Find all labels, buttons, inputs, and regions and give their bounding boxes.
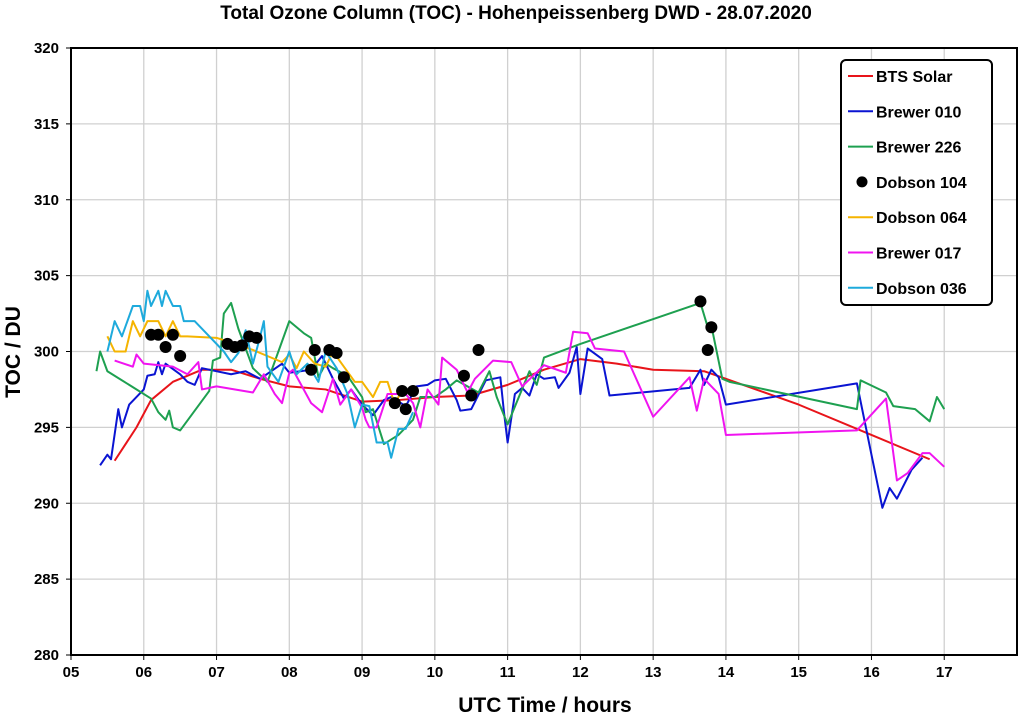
data-point-dobson-104 — [388, 397, 401, 410]
legend-label-dobson-104: Dobson 104 — [876, 175, 967, 192]
legend-label-brewer-226: Brewer 226 — [876, 140, 961, 157]
data-point-dobson-104 — [407, 384, 420, 397]
legend-label-brewer-017: Brewer 017 — [876, 246, 961, 263]
data-point-dobson-104 — [705, 321, 718, 334]
x-tick-label: 07 — [208, 664, 225, 681]
data-point-dobson-104 — [305, 363, 318, 376]
x-tick-label: 16 — [863, 664, 880, 681]
series-layer — [95, 289, 946, 509]
x-tick-label: 14 — [718, 664, 735, 681]
y-tick-label: 300 — [34, 344, 59, 361]
data-point-dobson-104 — [694, 295, 707, 308]
series-line-brewer-226 — [95, 301, 946, 446]
data-point-dobson-104 — [465, 389, 478, 402]
data-point-dobson-104 — [250, 331, 263, 344]
y-tick-label: 310 — [34, 192, 59, 209]
y-axis-label: TOC / DU — [2, 306, 25, 398]
x-tick-label: 11 — [500, 664, 516, 681]
legend-label-bts-solar: BTS Solar — [876, 69, 952, 86]
y-tick-label: 295 — [34, 419, 59, 436]
data-point-dobson-104 — [472, 343, 485, 356]
data-point-dobson-104 — [330, 347, 343, 360]
data-point-dobson-104 — [166, 328, 179, 341]
x-tick-label: 10 — [427, 664, 444, 681]
series-line-bts-solar — [113, 358, 931, 462]
series-line-dobson-036 — [106, 289, 414, 459]
x-tick-label: 15 — [790, 664, 807, 681]
legend: BTS Solar Brewer 010 Brewer 226 Dobson 104 D… — [840, 59, 993, 306]
legend-label-dobson-064: Dobson 064 — [876, 210, 967, 227]
x-tick-label: 13 — [645, 664, 662, 681]
data-point-dobson-104 — [152, 328, 165, 341]
legend-label-brewer-010: Brewer 010 — [876, 104, 961, 121]
data-point-dobson-104 — [701, 343, 714, 356]
legend-label-dobson-036: Dobson 036 — [876, 281, 967, 298]
data-point-dobson-104 — [174, 350, 187, 363]
legend-marker-dobson-104 — [856, 176, 868, 188]
x-tick-label: 08 — [281, 664, 298, 681]
x-tick-label: 09 — [354, 664, 371, 681]
y-tick-label: 320 — [34, 40, 59, 57]
y-tick-label: 305 — [34, 268, 59, 285]
legend-box — [840, 59, 993, 306]
data-point-dobson-104 — [337, 371, 350, 384]
y-tick-label: 285 — [34, 571, 59, 588]
series-line-brewer-017 — [114, 330, 945, 482]
y-tick-label: 280 — [34, 647, 59, 664]
x-tick-label: 06 — [135, 664, 152, 681]
data-point-dobson-104 — [308, 343, 321, 356]
data-point-dobson-104 — [396, 384, 409, 397]
data-point-dobson-104 — [399, 403, 412, 416]
x-tick-label: 05 — [63, 664, 80, 681]
chart-title: Total Ozone Column (TOC) - Hohenpeissenb… — [220, 3, 812, 24]
data-point-dobson-104 — [159, 340, 172, 353]
ticks: 05 06 07 08 09 10 11 12 13 14 15 16 17 280 285 290 295 30… — [34, 40, 953, 681]
y-tick-label: 315 — [34, 116, 59, 133]
y-tick-label: 290 — [34, 495, 59, 512]
x-tick-label: 12 — [572, 664, 589, 681]
data-point-dobson-104 — [236, 339, 249, 352]
data-point-dobson-104 — [457, 369, 470, 382]
x-axis-label: UTC Time / hours — [458, 694, 631, 715]
x-tick-label: 17 — [936, 664, 953, 681]
